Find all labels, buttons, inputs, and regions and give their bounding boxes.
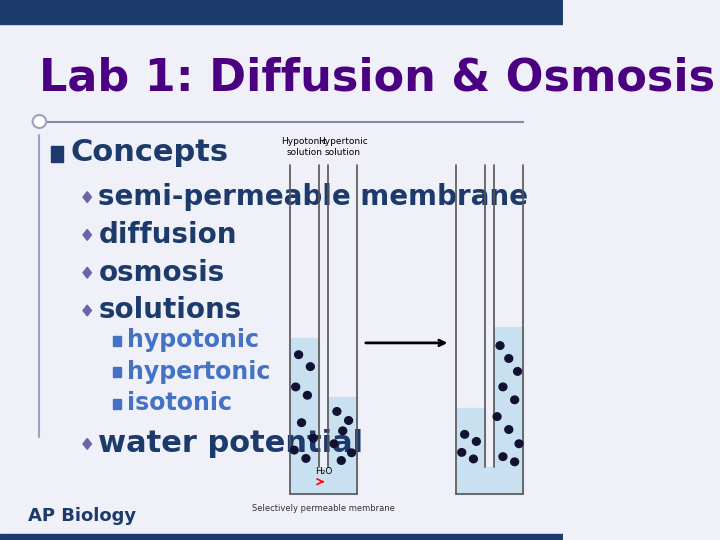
Circle shape [292,383,300,390]
Bar [0,0,563,24]
Circle shape [294,351,302,359]
Circle shape [496,342,504,349]
Text: H₂O: H₂O [315,467,333,476]
Circle shape [297,419,305,427]
Circle shape [338,457,345,464]
Circle shape [307,363,314,370]
Circle shape [510,458,518,465]
Polygon shape [83,192,91,202]
Circle shape [458,449,466,456]
Circle shape [302,455,310,462]
Circle shape [515,440,523,448]
Bar [456,408,485,467]
Circle shape [303,392,311,399]
Polygon shape [83,267,91,278]
Bar [328,397,357,467]
Circle shape [330,440,338,448]
Text: Hypotonic
solution: Hypotonic solution [282,137,328,157]
Text: Selectively permeable membrane: Selectively permeable membrane [252,504,395,513]
Text: Lab 1: Diffusion & Osmosis: Lab 1: Diffusion & Osmosis [40,57,716,100]
Polygon shape [83,438,91,449]
Circle shape [510,396,518,403]
Bar [494,327,523,467]
Text: Hypertonic
solution: Hypertonic solution [318,137,368,157]
Bar [112,367,121,377]
Bar [112,336,121,346]
Bar [290,338,319,467]
Circle shape [333,408,341,415]
Circle shape [493,413,501,420]
Circle shape [348,449,356,456]
Text: solutions: solutions [99,296,242,325]
Bar [112,399,121,409]
Text: Concepts: Concepts [71,138,228,167]
Bar [456,467,523,494]
Text: diffusion: diffusion [99,221,237,249]
Text: osmosis: osmosis [99,259,225,287]
Circle shape [472,437,480,445]
Circle shape [505,426,513,433]
Circle shape [469,455,477,463]
Polygon shape [83,305,91,316]
Circle shape [345,417,353,424]
Circle shape [499,453,507,461]
Polygon shape [83,230,91,240]
Bar [290,467,357,494]
Text: hypotonic: hypotonic [127,328,258,352]
Circle shape [505,355,513,362]
Circle shape [32,115,46,128]
Text: water potential: water potential [99,429,364,458]
Circle shape [513,368,521,375]
Circle shape [339,427,347,435]
Bar [50,146,63,162]
Text: AP Biology: AP Biology [28,507,136,525]
Text: hypertonic: hypertonic [127,360,270,383]
Circle shape [310,434,318,442]
Text: semi-permeable membrane: semi-permeable membrane [99,183,528,211]
Circle shape [290,447,298,454]
Text: isotonic: isotonic [127,391,232,415]
Bar [0,534,563,540]
Circle shape [499,383,507,390]
Circle shape [461,430,469,438]
